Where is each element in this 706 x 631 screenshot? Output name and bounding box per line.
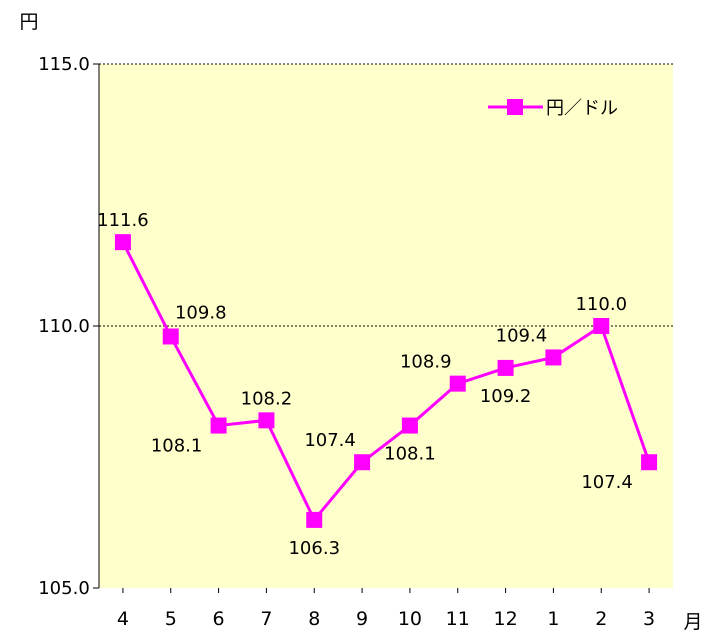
data-label: 110.0	[575, 294, 627, 315]
x-tick-label: 9	[356, 608, 368, 630]
plot-area	[99, 64, 673, 588]
data-point-marker	[593, 318, 610, 334]
y-tick-label: 105.0	[38, 578, 90, 599]
data-point-marker	[114, 234, 131, 251]
x-tick-label: 5	[165, 608, 177, 630]
x-tick-label: 3	[643, 608, 655, 630]
x-tick-label: 1	[547, 608, 559, 630]
data-point-marker	[449, 375, 466, 392]
data-label: 109.8	[175, 302, 227, 323]
data-label: 108.2	[241, 388, 293, 409]
data-label: 109.2	[480, 386, 532, 407]
y-tick-label: 115.0	[38, 54, 90, 75]
data-label: 108.1	[384, 444, 436, 465]
x-tick-label: 2	[595, 608, 607, 630]
data-point-marker	[497, 359, 514, 376]
legend-marker	[507, 99, 523, 115]
data-point-marker	[545, 349, 562, 366]
data-point-marker	[306, 511, 323, 528]
x-tick-label: 11	[446, 608, 470, 630]
y-tick-label: 110.0	[38, 316, 90, 337]
y-axis-unit: 円	[19, 11, 38, 33]
data-label: 108.9	[400, 352, 452, 373]
data-point-marker	[258, 412, 275, 429]
x-tick-label: 4	[117, 608, 129, 630]
x-tick-label: 7	[260, 608, 272, 630]
legend-label: 円／ドル	[546, 98, 618, 119]
x-tick-label: 10	[398, 608, 422, 630]
data-labels: 111.6 109.8 108.1 108.2 106.3 107.4 108.1 108.9…	[97, 210, 633, 559]
data-point-marker	[354, 454, 371, 471]
data-label: 109.4	[496, 325, 548, 346]
x-tick-label: 12	[493, 608, 517, 630]
x-tick-label: 6	[213, 608, 225, 630]
data-label: 111.6	[97, 210, 149, 231]
data-label: 106.3	[288, 538, 340, 559]
data-label: 107.4	[304, 430, 356, 451]
data-label: 107.4	[581, 472, 633, 493]
data-point-marker	[401, 417, 418, 434]
data-point-marker	[210, 417, 227, 434]
data-point-marker	[641, 454, 658, 471]
x-axis-unit: 月	[683, 611, 702, 631]
legend: 円／ドル	[488, 98, 618, 119]
data-point-marker	[162, 328, 179, 345]
series-line	[114, 234, 658, 528]
data-label: 108.1	[151, 436, 203, 457]
x-tick-label: 8	[308, 608, 320, 630]
